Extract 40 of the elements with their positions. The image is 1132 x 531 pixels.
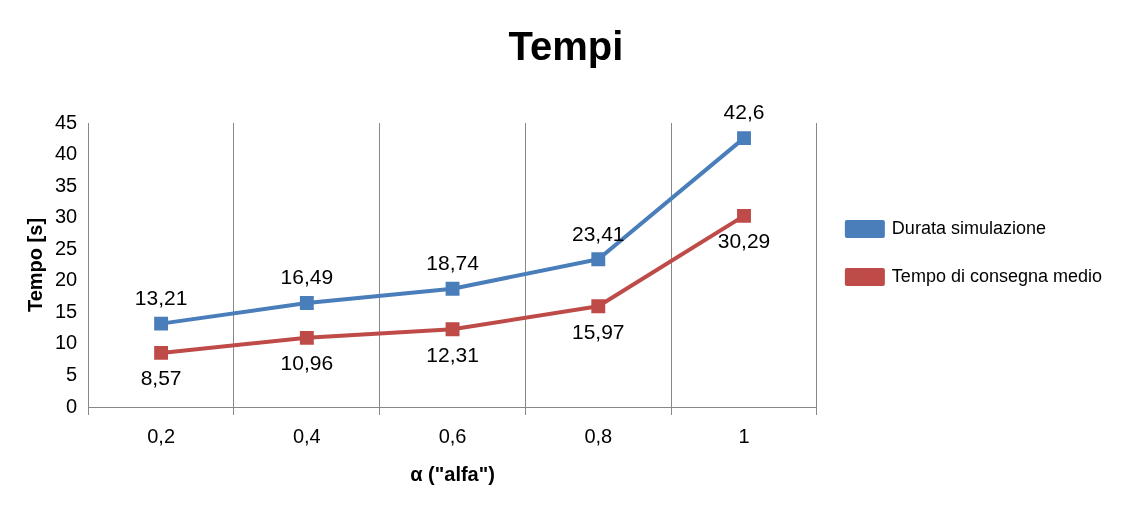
data-label: 13,21 bbox=[134, 285, 188, 309]
y-tick-label: 5 bbox=[66, 362, 78, 385]
point bbox=[591, 252, 606, 267]
data-label: 42,6 bbox=[723, 100, 765, 124]
y-tick-label: 20 bbox=[55, 268, 78, 291]
y-tick-label: 30 bbox=[55, 205, 78, 228]
point bbox=[445, 322, 460, 337]
y-tick-label: 45 bbox=[55, 110, 78, 133]
chart-title: Tempi bbox=[508, 24, 624, 69]
data-label: 16,49 bbox=[280, 265, 334, 289]
data-label: 8,57 bbox=[140, 366, 182, 390]
data-label: 12,31 bbox=[426, 342, 479, 366]
x-axis-title: α ("alfa") bbox=[410, 462, 495, 485]
x-tick-label: 0,2 bbox=[147, 424, 176, 447]
y-tick-label: 25 bbox=[55, 236, 78, 259]
point bbox=[445, 281, 460, 296]
data-label: 15,97 bbox=[572, 319, 625, 343]
y-tick-label: 10 bbox=[55, 331, 78, 354]
x-tick-label: 0,8 bbox=[584, 424, 613, 447]
point bbox=[737, 208, 751, 223]
y-tick-label: 0 bbox=[66, 394, 78, 417]
x-tick-label: 0,6 bbox=[438, 424, 467, 447]
data-label: 30,29 bbox=[717, 229, 771, 253]
point bbox=[737, 131, 751, 146]
legend-label: Durata simulazione bbox=[891, 217, 1046, 238]
y-axis-title: Tempo [s] bbox=[23, 217, 46, 313]
point bbox=[299, 330, 314, 345]
point bbox=[299, 295, 314, 310]
y-tick-label: 35 bbox=[55, 173, 78, 196]
data-label: 23,41 bbox=[572, 221, 625, 245]
y-tick-label: 40 bbox=[55, 142, 78, 165]
x-tick-label: 1 bbox=[738, 424, 750, 447]
y-tick-label: 15 bbox=[55, 299, 78, 322]
point bbox=[154, 316, 169, 331]
x-tick-label: 0,4 bbox=[292, 424, 321, 447]
point bbox=[154, 345, 169, 360]
data-label: 10,96 bbox=[280, 351, 334, 375]
data-label: 18,74 bbox=[426, 251, 480, 275]
point bbox=[591, 299, 606, 314]
legend-label: Tempo di consegna medio bbox=[891, 265, 1103, 286]
